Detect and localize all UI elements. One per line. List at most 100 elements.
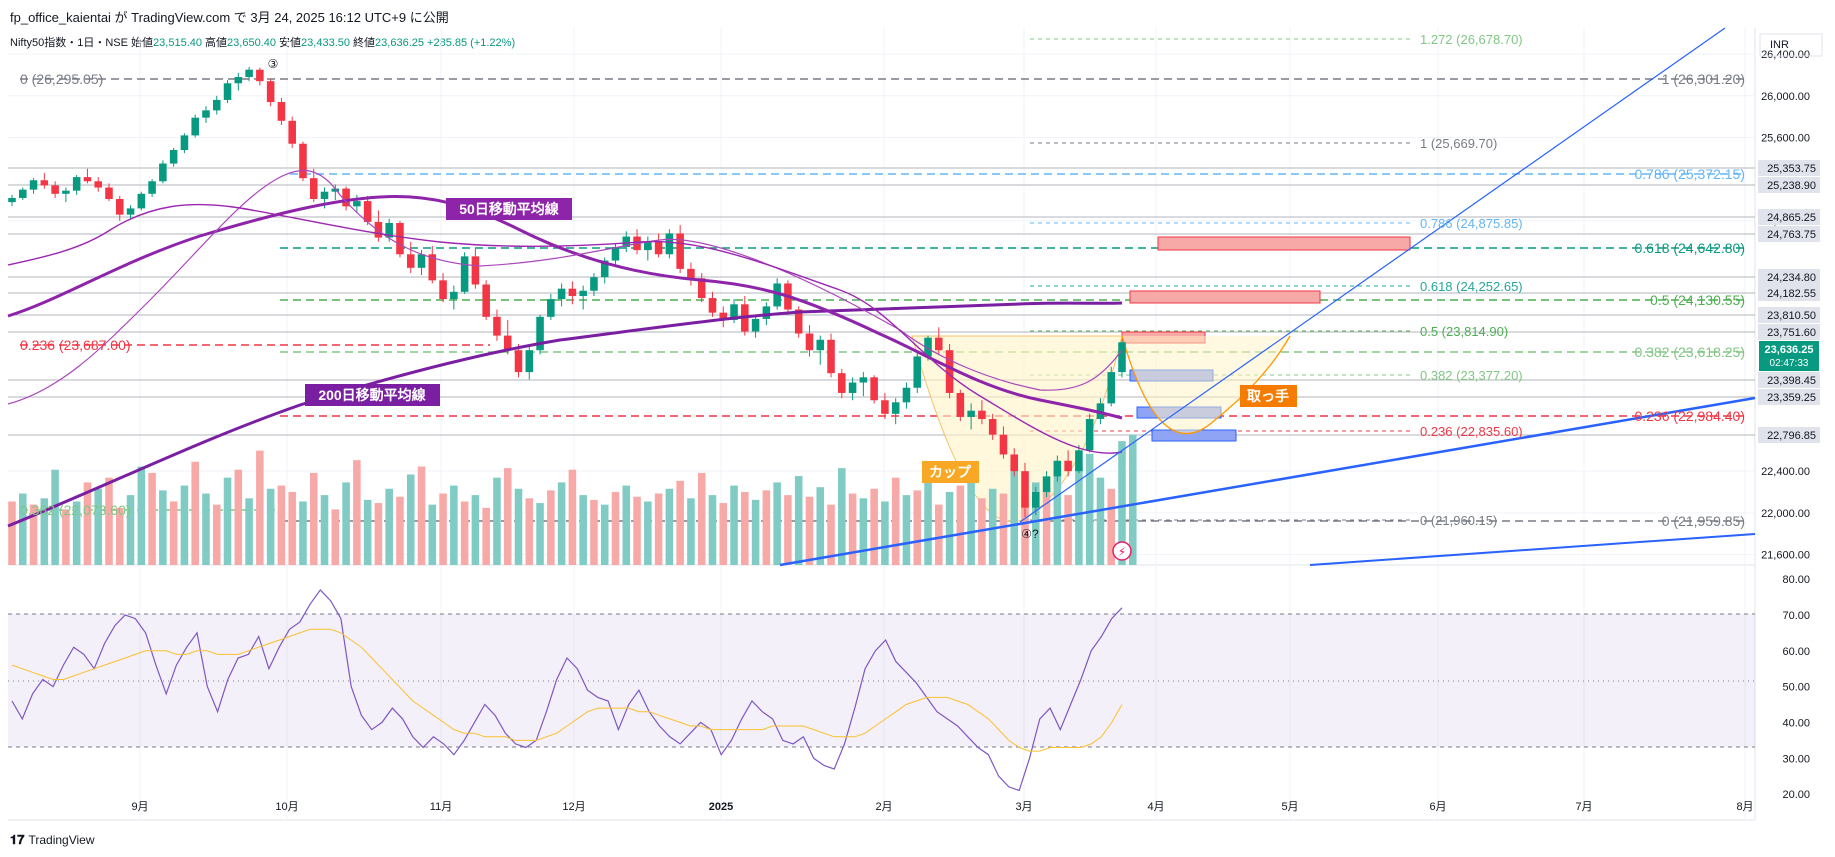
candle-body	[536, 316, 544, 351]
fib-right-label: 0.5 (24,130.55)	[1650, 292, 1745, 308]
rsi-band-fill	[8, 614, 1755, 747]
volume-bar	[956, 485, 965, 565]
volume-bar	[654, 493, 663, 565]
volume-bar	[1107, 488, 1115, 565]
candle-body	[137, 193, 146, 209]
volume-bar	[29, 504, 38, 565]
candle-body	[848, 382, 857, 393]
candle-body	[697, 278, 706, 299]
trendline-main[interactable]	[779, 396, 1756, 567]
candle-body	[870, 377, 878, 401]
resistance-zone-2[interactable]	[1129, 290, 1321, 304]
volume-bar	[1032, 482, 1040, 565]
candle-body	[1107, 372, 1115, 404]
x-tick-label: 9月	[131, 801, 148, 813]
price-label: 25,353.75	[1767, 163, 1816, 175]
ma50-tag[interactable]	[446, 198, 572, 220]
volume-bar	[503, 468, 512, 565]
candle-body	[654, 241, 663, 255]
volume-bar	[471, 495, 480, 565]
volume-bar	[191, 461, 199, 565]
volume-bar	[396, 496, 404, 565]
volume-bar	[212, 504, 221, 565]
trendline-lower[interactable]	[1309, 533, 1756, 566]
symbol-info-bar: Nifty50指数・1日・NSE 始値23,515.40 高値23,650.40…	[10, 34, 515, 50]
candle-body	[935, 337, 943, 351]
ma-short-line[interactable]	[7, 169, 1123, 405]
volume-bar	[935, 504, 943, 565]
volume-bar	[1064, 495, 1072, 565]
low-value: 23,433.50	[301, 37, 350, 49]
handle-tag[interactable]	[1240, 385, 1297, 407]
candle-body	[51, 185, 59, 194]
candle-body	[245, 69, 253, 78]
volume-bar	[838, 468, 846, 565]
candle-body	[557, 288, 566, 300]
volume-bar	[1129, 434, 1137, 565]
low-label: 安値	[279, 37, 302, 49]
candle-body	[1053, 460, 1062, 477]
volume-bar	[697, 472, 706, 565]
candle-body	[83, 177, 92, 182]
fib-mid-label: 1.272 (26,678.70)	[1420, 32, 1523, 47]
price-label: 23,751.60	[1767, 327, 1816, 339]
volume-bar	[622, 485, 631, 565]
price-label: 24,234.80	[1767, 272, 1816, 284]
candle-body	[644, 241, 652, 251]
volume-bar	[202, 493, 210, 565]
candle-body	[751, 318, 760, 332]
candle-body	[223, 83, 232, 100]
ma200-line[interactable]	[7, 301, 1123, 528]
ma50-line[interactable]	[7, 195, 1123, 420]
price-label-box	[1758, 372, 1820, 388]
close-label: 終値	[353, 37, 376, 49]
candle-body	[719, 312, 728, 320]
currency-button[interactable]	[1759, 33, 1823, 57]
handle-shape[interactable]	[1121, 335, 1291, 435]
volume-bar	[62, 509, 70, 565]
lightning-icon[interactable]	[1112, 541, 1132, 561]
y-tick-label: 25,600.00	[1761, 132, 1810, 144]
symbol-name[interactable]: Nifty50指数・1日・NSE	[10, 37, 128, 49]
candle-body	[342, 188, 350, 207]
candle-body	[148, 181, 156, 194]
resistance-zone-1[interactable]	[1157, 236, 1411, 251]
candle-body	[859, 377, 868, 383]
volume-bar	[353, 460, 361, 565]
volume-bar	[363, 499, 372, 565]
rsi-tick-label: 40.00	[1782, 717, 1810, 729]
volume-bar	[331, 509, 340, 565]
ma-medium-line[interactable]	[7, 203, 1123, 454]
volume-bar	[924, 469, 932, 565]
ma200-tag[interactable]	[305, 384, 440, 406]
trendline-steep[interactable]	[1019, 27, 1726, 523]
x-tick-label: 5月	[1281, 801, 1298, 813]
fib-right-label: 0.786 (25,372.15)	[1634, 166, 1745, 182]
candle-body	[460, 256, 469, 292]
candle-body	[94, 181, 102, 188]
fib-mid-label: 0.786 (24,875.85)	[1420, 216, 1523, 231]
volume-bar	[8, 501, 16, 565]
volume-bar	[1096, 477, 1105, 565]
axes: 9月 10月 11月 12月 2025 2月 3月 4月 5月 6月 7月 8月 26,400.00 26…	[131, 49, 1820, 813]
candle-body	[493, 316, 501, 336]
currency-label[interactable]: INR	[1770, 39, 1789, 51]
volume-bar	[881, 501, 889, 565]
volume-bar	[374, 503, 383, 565]
price-label-box	[1758, 427, 1820, 443]
fib-right-label: 0.236 (22,984.40)	[1634, 408, 1745, 424]
fib-right-label: 0.382 (23,618.25)	[1634, 344, 1745, 360]
volume-bar	[1042, 491, 1051, 565]
volume-bar	[1075, 466, 1083, 565]
volume-bar	[579, 495, 587, 565]
candle-body	[180, 135, 189, 150]
cup-tag[interactable]	[922, 461, 979, 483]
close-value: 23,636.25	[375, 37, 424, 49]
candle-body	[212, 99, 221, 111]
candle-body	[881, 400, 889, 414]
current-price-tag[interactable]	[1759, 341, 1819, 371]
fib-mid-label: 0.236 (22,835.60)	[1420, 424, 1523, 439]
candle-body	[676, 233, 684, 269]
candle-body	[924, 337, 932, 357]
